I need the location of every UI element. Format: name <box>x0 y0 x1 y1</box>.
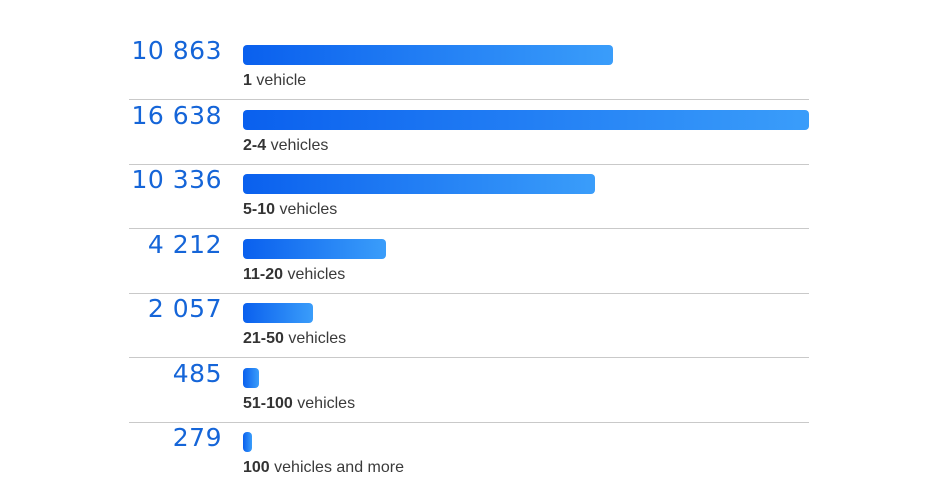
bar-row: 279 100 vehicles and more <box>129 423 809 487</box>
bar-category-label: 100 vehicles and more <box>243 458 404 478</box>
bar <box>243 45 613 65</box>
bar-category-rest: vehicles <box>283 265 346 283</box>
bar-row: 10 863 1 vehicle <box>129 36 809 100</box>
bar-category-bold: 11-20 <box>243 265 284 283</box>
bar-category-bold: 2-4 <box>243 136 267 154</box>
bar-value-label: 10 863 <box>131 36 222 65</box>
bar-category-bold: 1 <box>243 72 252 89</box>
bar <box>243 109 809 130</box>
bar-row: 2 057 21-50 vehicles <box>129 294 809 358</box>
bar-value-label: 279 <box>172 423 222 452</box>
bar-category-bold: 21-50 <box>243 330 284 347</box>
bar <box>243 367 260 388</box>
bar-value-label: 10 336 <box>131 165 222 194</box>
row-divider <box>129 421 809 423</box>
bar-category-bold: 51-100 <box>243 394 293 412</box>
bar-category-rest: vehicles and more <box>269 459 404 476</box>
bar <box>243 432 253 452</box>
bar-value-label: 485 <box>172 358 222 388</box>
bar <box>243 303 313 323</box>
row-divider <box>129 228 809 229</box>
bar-category-bold: 5-10 <box>243 201 276 218</box>
bar-category-label: 2-4 vehicles <box>243 136 328 156</box>
row-divider <box>129 163 809 165</box>
bar <box>243 238 387 259</box>
bar-category-rest: vehicle <box>251 72 307 89</box>
bar-row: 16 638 2-4 vehicles <box>129 101 809 165</box>
bar-value-label: 16 638 <box>131 100 222 130</box>
bar-category-rest: vehicles <box>275 201 338 218</box>
bar-category-rest: vehicles <box>283 330 347 347</box>
bar-value-label: 4 212 <box>147 229 222 259</box>
bar-category-label: 5-10 vehicles <box>243 200 337 220</box>
bar-row: 485 51-100 vehicles <box>129 359 809 423</box>
row-divider <box>129 292 809 294</box>
bar-category-rest: vehicles <box>292 394 356 412</box>
bar-category-bold: 100 <box>243 459 270 476</box>
bar-row: 4 212 11-20 vehicles <box>129 230 809 294</box>
bar-category-label: 21-50 vehicles <box>243 329 346 349</box>
bar-category-rest: vehicles <box>266 136 329 154</box>
bar-category-label: 51-100 vehicles <box>243 394 355 414</box>
row-divider <box>129 357 809 358</box>
bar-row: 10 336 5-10 vehicles <box>129 165 809 229</box>
bar-value-label: 2 057 <box>147 294 222 323</box>
bar-category-label: 1 vehicle <box>243 71 306 91</box>
bar <box>243 174 595 194</box>
bar-category-label: 11-20 vehicles <box>243 265 345 285</box>
row-divider <box>129 99 809 100</box>
